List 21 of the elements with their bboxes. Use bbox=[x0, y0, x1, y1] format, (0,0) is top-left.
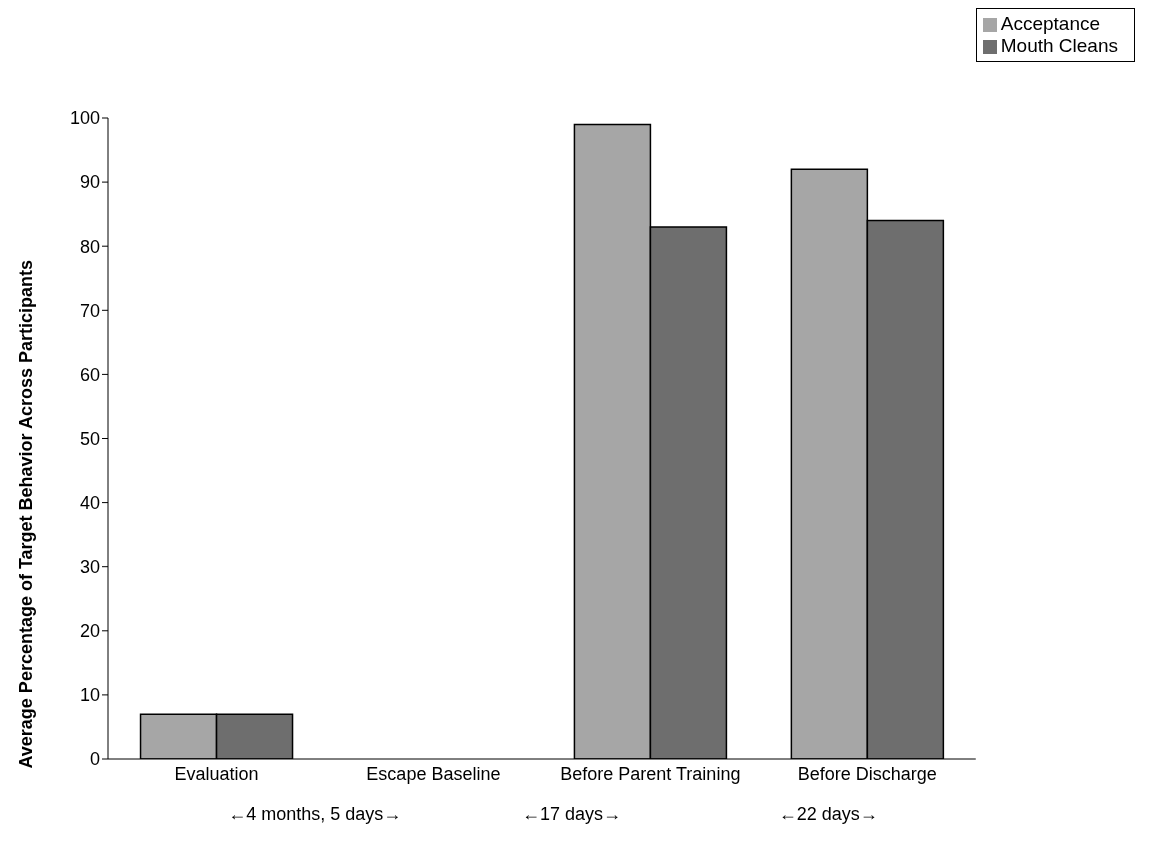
x-tick-label: Evaluation bbox=[174, 763, 259, 784]
y-tick-label: 80 bbox=[79, 236, 100, 257]
text: ←22 days→ bbox=[777, 804, 879, 825]
legend-label: Acceptance bbox=[1000, 13, 1101, 34]
y-tick-label: 90 bbox=[79, 172, 100, 193]
text: ←17 days→ bbox=[520, 804, 622, 825]
y-tick-label: 30 bbox=[79, 557, 100, 578]
y-tick-label: 10 bbox=[79, 685, 100, 706]
y-tick-label: 20 bbox=[79, 621, 100, 642]
y-tick-label: 0 bbox=[89, 749, 100, 770]
x-tick-label: Before Discharge bbox=[797, 763, 937, 784]
y-tick-label: 60 bbox=[79, 364, 100, 385]
y-tick-label: 100 bbox=[69, 108, 100, 129]
text: ←4 months, 5 days→ bbox=[227, 804, 403, 825]
y-tick-label: 70 bbox=[79, 300, 100, 321]
y-tick-label: 50 bbox=[79, 428, 100, 449]
y-axis-title: Average Percentage of Target Behavior Across Participants bbox=[16, 259, 37, 769]
x-tick-label: Escape Baseline bbox=[366, 763, 501, 784]
legend-label: Mouth Cleans bbox=[1000, 35, 1118, 56]
x-tick-label: Before Parent Training bbox=[560, 763, 741, 784]
y-tick-label: 40 bbox=[79, 492, 100, 513]
